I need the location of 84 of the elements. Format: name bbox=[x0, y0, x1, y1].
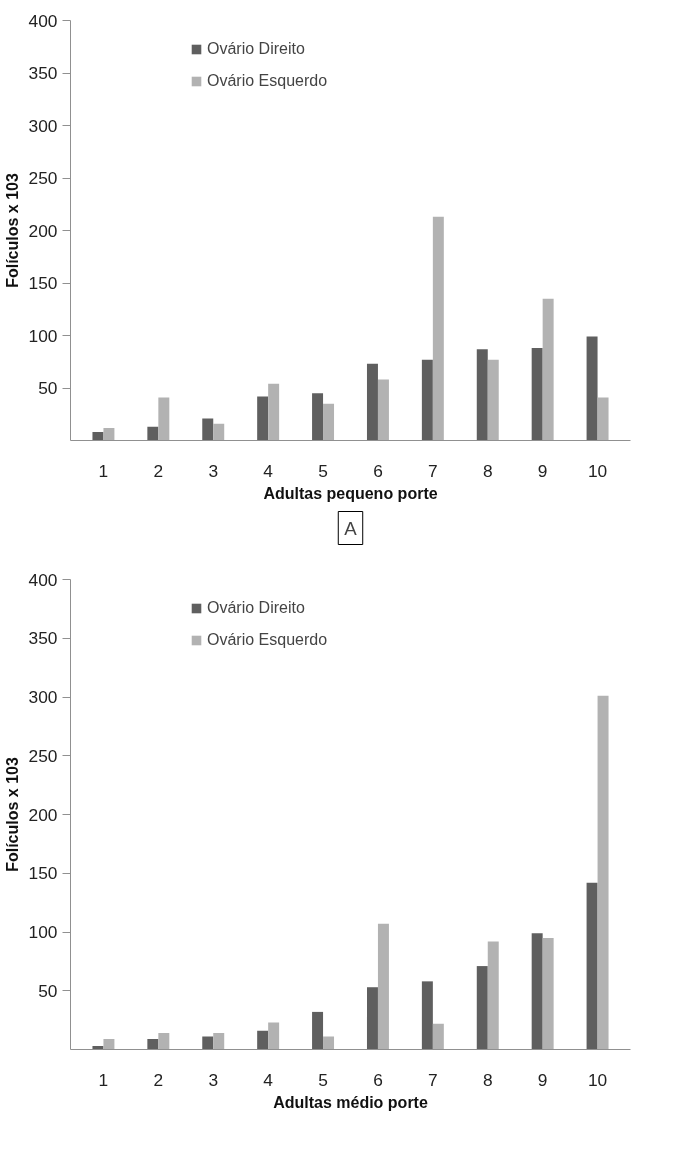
y-axis-title: Folículos x 103 bbox=[3, 757, 21, 872]
x-tick-label: 2 bbox=[153, 460, 164, 481]
x-tick-label: 2 bbox=[153, 1069, 164, 1090]
y-tick-label: 150 bbox=[28, 273, 58, 293]
bar bbox=[597, 695, 609, 1050]
x-tick-label: 5 bbox=[318, 460, 328, 481]
x-tick-label: 7 bbox=[428, 1069, 438, 1090]
x-tick-label: 1 bbox=[98, 460, 109, 481]
bar bbox=[377, 379, 389, 441]
bar bbox=[487, 359, 499, 441]
bar bbox=[213, 423, 225, 441]
bar bbox=[158, 397, 170, 441]
bar bbox=[202, 1036, 214, 1050]
y-tick-label: 200 bbox=[28, 804, 58, 825]
legend-label: Ovário Direito bbox=[207, 599, 305, 617]
x-tick-label: 4 bbox=[263, 460, 274, 481]
bar bbox=[531, 348, 543, 441]
legend-label: Ovário Direito bbox=[207, 40, 305, 58]
bar bbox=[202, 418, 214, 441]
bar bbox=[476, 966, 488, 1050]
y-tick-label: 100 bbox=[28, 325, 58, 346]
bar bbox=[323, 403, 335, 441]
x-axis-title: Adultas médio porte bbox=[273, 1093, 428, 1111]
x-tick-label: 10 bbox=[587, 460, 608, 481]
bar bbox=[366, 363, 378, 441]
y-tick-label: 100 bbox=[28, 922, 58, 942]
bar bbox=[268, 1022, 280, 1050]
y-tick-label: 50 bbox=[38, 980, 58, 1001]
bar bbox=[257, 396, 269, 441]
y-tick-label: 300 bbox=[28, 115, 58, 136]
bar bbox=[103, 1038, 115, 1050]
bar bbox=[586, 882, 598, 1050]
x-tick-label: 4 bbox=[263, 1069, 274, 1090]
bar bbox=[476, 349, 488, 441]
bar bbox=[147, 1038, 159, 1050]
bar bbox=[103, 427, 115, 441]
bar bbox=[213, 1033, 225, 1050]
bar bbox=[312, 393, 324, 441]
y-tick-label: 250 bbox=[28, 168, 58, 188]
bar bbox=[531, 933, 543, 1050]
x-tick-label: 1 bbox=[98, 1069, 109, 1090]
y-tick-label: 250 bbox=[28, 745, 58, 766]
bar bbox=[597, 397, 609, 441]
x-tick-label: 6 bbox=[373, 460, 383, 481]
legend-label: Ovário Esquerdo bbox=[207, 72, 328, 90]
bar bbox=[421, 981, 433, 1050]
bar bbox=[542, 298, 554, 441]
y-tick-label: 300 bbox=[28, 687, 58, 707]
bar bbox=[268, 383, 280, 441]
y-tick-label: 50 bbox=[38, 378, 58, 398]
bar bbox=[432, 1023, 444, 1050]
bar bbox=[366, 987, 378, 1050]
x-tick-label: 9 bbox=[537, 1069, 548, 1090]
y-tick-label: 350 bbox=[28, 63, 58, 83]
bar bbox=[586, 336, 598, 441]
y-tick-label: 400 bbox=[28, 10, 58, 31]
x-axis-title: Adultas pequeno porte bbox=[263, 484, 438, 502]
text: A bbox=[344, 517, 358, 539]
x-tick-label: 3 bbox=[208, 1069, 219, 1090]
y-tick-label: 400 bbox=[28, 569, 58, 590]
x-tick-label: 8 bbox=[482, 460, 493, 481]
y-tick-label: 150 bbox=[28, 863, 58, 884]
bar bbox=[323, 1036, 335, 1050]
x-tick-label: 7 bbox=[428, 460, 438, 481]
legend-label: Ovário Esquerdo bbox=[207, 631, 328, 649]
bar bbox=[487, 941, 499, 1050]
y-tick-label: 350 bbox=[28, 628, 58, 649]
bar bbox=[257, 1030, 269, 1050]
x-tick-label: 6 bbox=[373, 1069, 383, 1090]
x-tick-label: 9 bbox=[537, 460, 548, 481]
x-tick-label: 5 bbox=[318, 1069, 328, 1090]
y-axis-title: Folículos x 103 bbox=[3, 173, 21, 288]
x-tick-label: 8 bbox=[482, 1069, 493, 1090]
bar bbox=[312, 1011, 324, 1050]
bar bbox=[92, 432, 104, 441]
x-tick-label: 3 bbox=[208, 460, 219, 481]
bar bbox=[377, 923, 389, 1050]
bar bbox=[542, 937, 554, 1050]
y-tick-label: 200 bbox=[28, 220, 58, 241]
bar bbox=[432, 216, 444, 441]
x-tick-label: 10 bbox=[587, 1069, 608, 1090]
bar bbox=[147, 426, 159, 441]
bar bbox=[158, 1033, 170, 1050]
bar bbox=[421, 359, 433, 441]
